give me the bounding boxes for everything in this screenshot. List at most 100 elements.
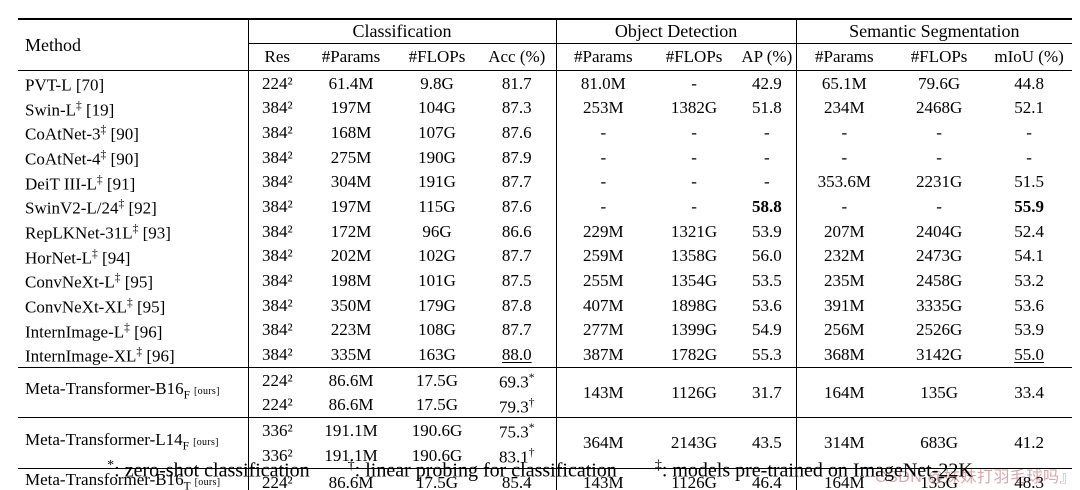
group-header-object-detection: Object Detection — [555, 19, 797, 44]
acc-marker: † — [528, 446, 535, 459]
method-ref: [90] — [106, 124, 139, 144]
cell-acc: 87.9 — [501, 147, 532, 167]
col-header-ss-flops: #FLOPs — [892, 43, 987, 71]
cell-ap: 46.4 — [751, 473, 782, 490]
method-ref: [93] — [138, 223, 171, 243]
cell-ap: - — [763, 147, 770, 167]
cell-ss-flops: 2473G — [915, 246, 963, 266]
cell-ss-params: - — [795, 120, 893, 145]
cell-miou: 51.5 — [1014, 172, 1044, 192]
cell-cls-params: 202M — [330, 246, 372, 266]
cell-ss-flops: 79.6G — [918, 73, 961, 93]
cell-od-params: 364M — [555, 417, 651, 469]
table-row: Meta-Transformer-L14F [ours] 336² 191.1M … — [18, 417, 1073, 469]
meta-transformer-tuned-block: Meta-Transformer-B16T [ours] 224² 86.6M 1… — [18, 468, 1072, 490]
table-row: DeiT III-L‡ [91] 384² 304M 191G 87.7 - -… — [18, 169, 1072, 195]
cell-ss-flops: 683G — [892, 417, 987, 469]
cell-od-flops: 1358G — [670, 246, 718, 266]
cell-acc: 87.7 — [501, 320, 532, 340]
acc-value: 75.3 — [499, 422, 529, 442]
asterisk-marker: * — [107, 458, 115, 473]
cell-od-flops: 2143G — [650, 417, 739, 469]
cell-res: 224² — [247, 392, 306, 419]
cell-ss-params: 207M — [795, 218, 893, 244]
method-name: Meta-Transformer-B16 — [25, 379, 184, 399]
cell-cls-params: 86.6M — [328, 370, 374, 390]
cell-cls-params: 223M — [330, 320, 372, 340]
cell-od-flops: - — [691, 147, 697, 167]
method-name: Meta-Transformer-B16 — [25, 469, 184, 489]
cell-ap: - — [763, 123, 770, 143]
cell-od-params: 259M — [555, 243, 651, 269]
cell-od-params: 143M — [555, 468, 651, 490]
cell-acc: 86.6 — [501, 221, 532, 241]
cell-cls-params: 61.4M — [328, 73, 374, 93]
dagger-marker: ‡ — [124, 321, 130, 334]
cell-acc: 87.7 — [501, 246, 532, 266]
method-cell: HorNet-L‡ [94] — [18, 244, 248, 269]
table-row: SwinV2-L/24‡ [92] 384² 197M 115G 87.6 - … — [18, 194, 1072, 219]
cell-cls-flops: 163G — [396, 342, 478, 368]
cell-cls-params: 304M — [330, 172, 372, 192]
dagger-marker: ‡ — [100, 124, 107, 137]
method-name: Meta-Transformer-L14 — [25, 429, 183, 449]
cell-res: 336² — [247, 417, 306, 443]
col-header-res: Res — [247, 43, 306, 71]
cell-acc: 81.7 — [501, 73, 532, 93]
cell-ss-flops: - — [936, 147, 942, 167]
dagger-marker: ‡ — [114, 272, 121, 285]
sub-header-row: Res #Params #FLOPs Acc (%) #Params #FLOP… — [18, 43, 1073, 71]
cell-od-params: 387M — [555, 342, 651, 368]
cell-od-params: 253M — [555, 95, 651, 121]
cell-ss-flops: 2231G — [915, 172, 963, 192]
cell-cls-flops: 17.5G — [396, 392, 478, 419]
cell-cls-params: 198M — [330, 271, 372, 291]
cell-od-params: 143M — [555, 367, 651, 419]
method-cell: InternImage-L‡ [96] — [18, 318, 248, 343]
cell-od-flops: - — [691, 172, 697, 192]
cell-od-flops: - — [691, 73, 697, 93]
footnote-text: : zero-shot classification — [114, 459, 310, 482]
cell-cls-flops: 191G — [418, 172, 456, 192]
method-ref: [95] — [132, 297, 166, 317]
method-ref: [90] — [106, 149, 139, 169]
table-row: Meta-Transformer-B16T [ours] 224² 86.6M 1… — [18, 468, 1072, 490]
cell-ss-params: 232M — [795, 243, 893, 269]
footnote-text: : linear probing for classification — [354, 459, 617, 482]
cell-ap: 51.8 — [751, 98, 782, 118]
cell-ap: 58.8 — [751, 197, 782, 217]
cell-miou: - — [1026, 123, 1032, 143]
cell-od-flops: - — [691, 123, 697, 143]
cell-ss-flops: - — [936, 123, 942, 143]
cell-od-flops: 1321G — [670, 221, 718, 241]
cell-acc: 75.3* — [478, 418, 556, 443]
cell-cls-params: 191.1M — [324, 421, 378, 441]
col-header-method: Method — [18, 19, 248, 71]
cell-cls-flops: 102G — [418, 246, 456, 266]
cell-cls-params: 197M — [330, 197, 372, 217]
cell-res: 384² — [247, 342, 306, 368]
baseline-rows: PVT-L [70] 224² 61.4M 9.8G 81.7 81.0M - … — [18, 70, 1073, 368]
cell-cls-flops: 107G — [418, 123, 456, 143]
cell-ap: 56.0 — [751, 246, 782, 266]
cell-cls-params: 350M — [330, 295, 372, 315]
cell-res: 224² — [247, 367, 306, 393]
cell-ss-params: 234M — [795, 95, 893, 121]
cell-ss-flops: 2458G — [915, 271, 963, 291]
method-name: InternImage-XL — [25, 346, 137, 366]
method-cell: SwinV2-L/24‡ [92] — [18, 194, 248, 219]
cell-cls-flops: 190.6G — [411, 421, 463, 441]
cell-od-flops: - — [691, 197, 697, 217]
cell-res: 384² — [247, 95, 306, 121]
dagger-marker: ‡ — [100, 148, 107, 161]
cell-od-flops: 1126G — [671, 473, 717, 490]
table-row: InternImage-L‡ [96] 384² 223M 108G 87.7 … — [18, 317, 1072, 343]
cell-cls-flops: 96G — [422, 221, 452, 241]
cell-miou: 52.4 — [1014, 221, 1044, 241]
method-cell: InternImage-XL‡ [96] — [18, 342, 248, 368]
method-name: PVT-L — [25, 75, 72, 95]
table-row: 336² 191.1M 190.6G 83.1† — [18, 442, 1072, 469]
benchmark-table: Method Classification Object Detection S… — [18, 18, 1073, 490]
method-ref: [94] — [97, 248, 131, 268]
cell-miou: 55.9 — [1014, 197, 1044, 217]
